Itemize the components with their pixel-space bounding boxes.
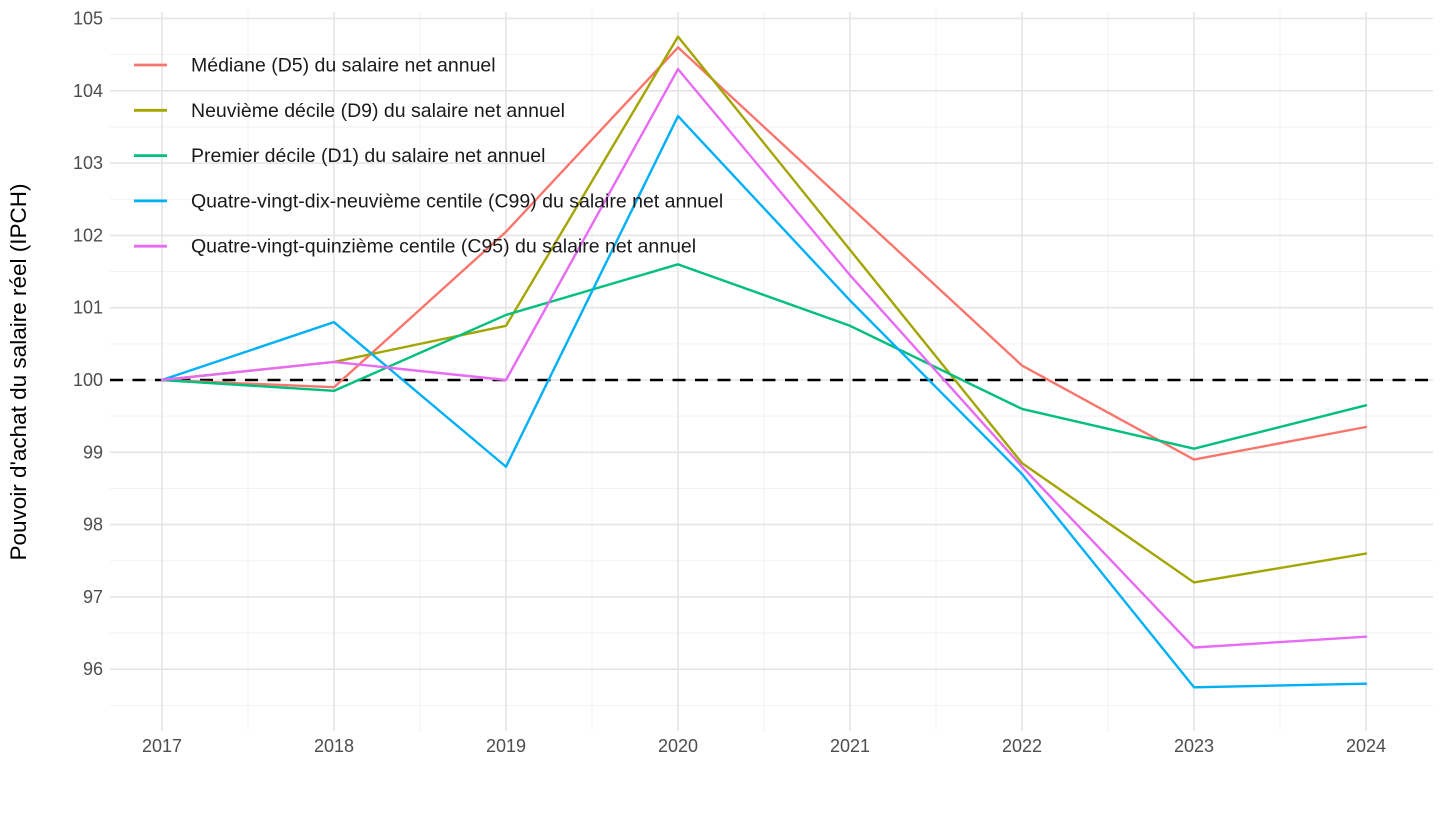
- x-tick-label: 2024: [1346, 736, 1386, 756]
- legend-label-c95: Quatre-vingt-quinzième centile (C95) du …: [191, 236, 696, 258]
- x-tick-label: 2022: [1002, 736, 1042, 756]
- y-axis-title: Pouvoir d'achat du salaire réel (IPCH): [6, 184, 31, 561]
- x-tick-label: 2018: [314, 736, 354, 756]
- legend-item-c95: Quatre-vingt-quinzième centile (C95) du …: [134, 236, 696, 258]
- legend-label-d5: Médiane (D5) du salaire net annuel: [191, 55, 496, 77]
- series-lines: [160, 35, 1368, 689]
- y-axis-tick-labels: 96 97 98 99 100 101 102 103 104 105: [73, 9, 103, 680]
- y-tick-label: 102: [73, 225, 103, 245]
- x-tick-label: 2023: [1174, 736, 1214, 756]
- series-line-c99: [160, 114, 1368, 689]
- legend-label-d1: Premier décile (D1) du salaire net annue…: [191, 145, 545, 167]
- y-tick-label: 99: [83, 442, 103, 462]
- gridlines-minor: [110, 12, 1433, 731]
- legend-item-c99: Quatre-vingt-dix-neuvième centile (C99) …: [134, 190, 723, 212]
- y-tick-label: 103: [73, 153, 103, 173]
- legend-item-d5: Médiane (D5) du salaire net annuel: [134, 55, 496, 77]
- y-tick-label: 98: [83, 515, 103, 535]
- series-line-d5: [160, 46, 1368, 461]
- x-tick-label: 2020: [658, 736, 698, 756]
- y-tick-label: 96: [83, 659, 103, 679]
- x-tick-label: 2019: [486, 736, 526, 756]
- legend-label-c99: Quatre-vingt-dix-neuvième centile (C99) …: [191, 190, 723, 212]
- y-tick-label: 100: [73, 370, 103, 390]
- y-tick-label: 97: [83, 587, 103, 607]
- legend: Médiane (D5) du salaire net annuel Neuviè…: [134, 55, 723, 258]
- legend-item-d9: Neuvième décile (D9) du salaire net annu…: [134, 100, 565, 122]
- series-line-d9: [160, 35, 1368, 584]
- y-tick-label: 101: [73, 298, 103, 318]
- x-tick-label: 2021: [830, 736, 870, 756]
- x-tick-label: 2017: [142, 736, 182, 756]
- series-line-d1: [160, 263, 1368, 450]
- series-line-c95: [160, 67, 1368, 649]
- legend-label-d9: Neuvième décile (D9) du salaire net annu…: [191, 100, 565, 122]
- y-tick-label: 105: [73, 9, 103, 29]
- legend-item-d1: Premier décile (D1) du salaire net annue…: [134, 145, 545, 167]
- y-tick-label: 104: [73, 81, 103, 101]
- x-axis-tick-labels: 2017 2018 2019 2020 2021 2022 2023 2024: [142, 736, 1386, 756]
